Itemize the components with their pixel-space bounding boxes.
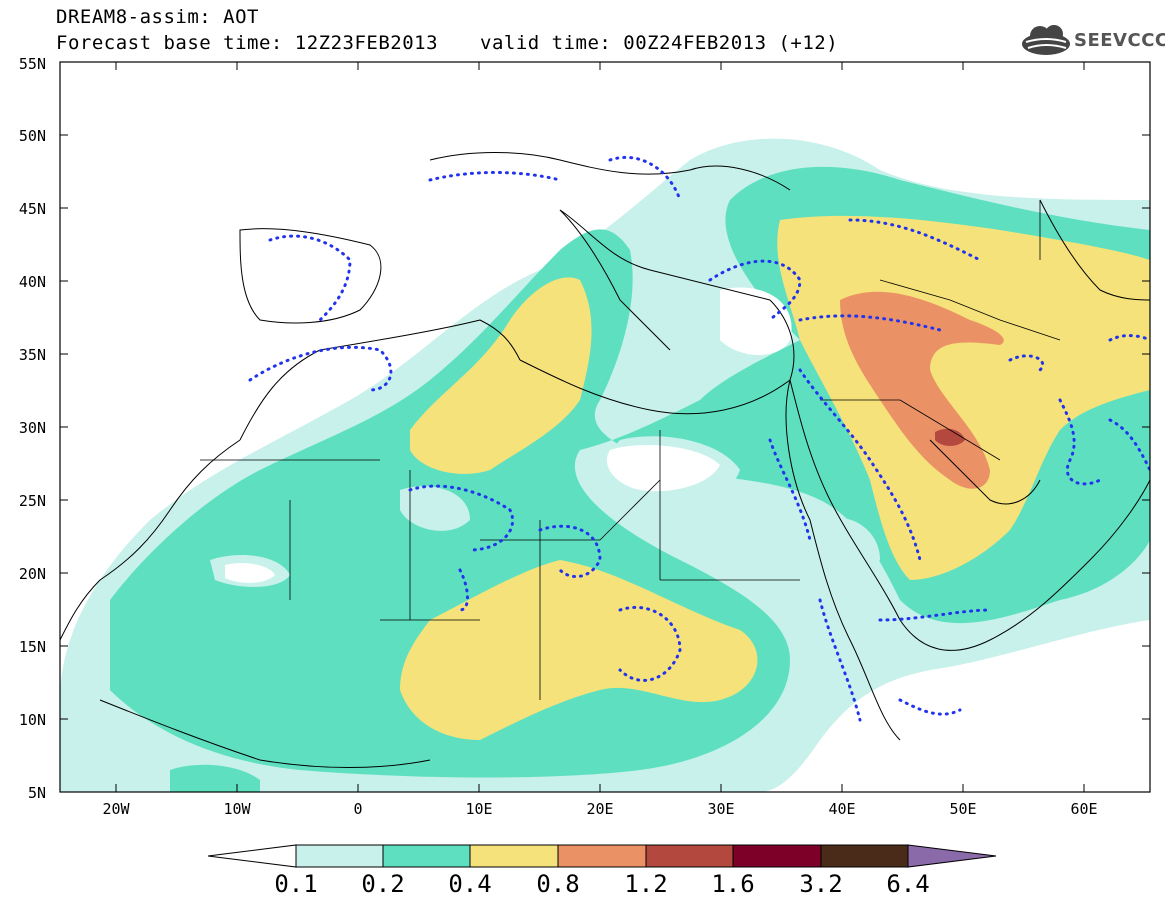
colorbar-label: 1.2 [624,870,668,898]
aot-level-1-2 [935,428,965,446]
colorbar-label: 6.4 [886,870,930,898]
lon-label: 50E [949,800,977,818]
colorbar-label: 1.6 [711,870,755,898]
lat-label: 25N [18,492,46,510]
colorbar-bin-0-8 [557,844,647,868]
lon-label: 40E [828,800,856,818]
colorbar-label: 0.8 [536,870,580,898]
colorbar-label: 0.4 [448,870,492,898]
lat-label: 35N [18,346,46,364]
dotted-contours [248,155,1150,722]
lat-label: 55N [18,55,46,73]
country-borders [200,200,1061,700]
colorbar-label: 0.1 [274,870,318,898]
lat-label: 30N [18,419,46,437]
colorbar-label: 0.2 [361,870,405,898]
colorbar-bin-0-4 [469,844,559,868]
lat-label: 50N [18,127,46,145]
logo-text: SEEVCCC [1074,30,1165,51]
lon-label: 30E [707,800,735,818]
lon-label: 10E [465,800,493,818]
colorbar [207,844,997,868]
colorbar-label: 3.2 [799,870,843,898]
lon-label: 0 [353,800,363,818]
colorbar-bin-1-2 [645,844,734,868]
lat-label: 15N [18,638,46,656]
lat-label: 10N [18,711,46,729]
colorbar-bin-1-6 [732,844,822,868]
cloud-logo-icon [1022,25,1070,55]
valid-time: valid time: 00Z24FEB2013 (+12) [480,32,839,54]
lat-label: 5N [27,784,46,802]
colorbar-high-arrow [907,844,997,868]
lat-label: 45N [18,200,46,218]
lat-label: 20N [18,565,46,583]
lon-label: 60E [1070,800,1098,818]
lat-label: 40N [18,273,46,291]
lon-label: 10W [223,800,251,818]
chart-title: DREAM8-assim: AOT [56,6,259,28]
lon-label: 20W [102,800,130,818]
colorbar-low-arrow [207,844,297,868]
forecast-base-time: Forecast base time: 12Z23FEB2013 [56,32,439,54]
coastlines [60,152,1150,768]
lon-label: 20E [586,800,614,818]
colorbar-bin-0-1 [295,844,384,868]
colorbar-bin-3-2 [820,844,909,868]
colorbar-bin-0-2 [382,844,471,868]
